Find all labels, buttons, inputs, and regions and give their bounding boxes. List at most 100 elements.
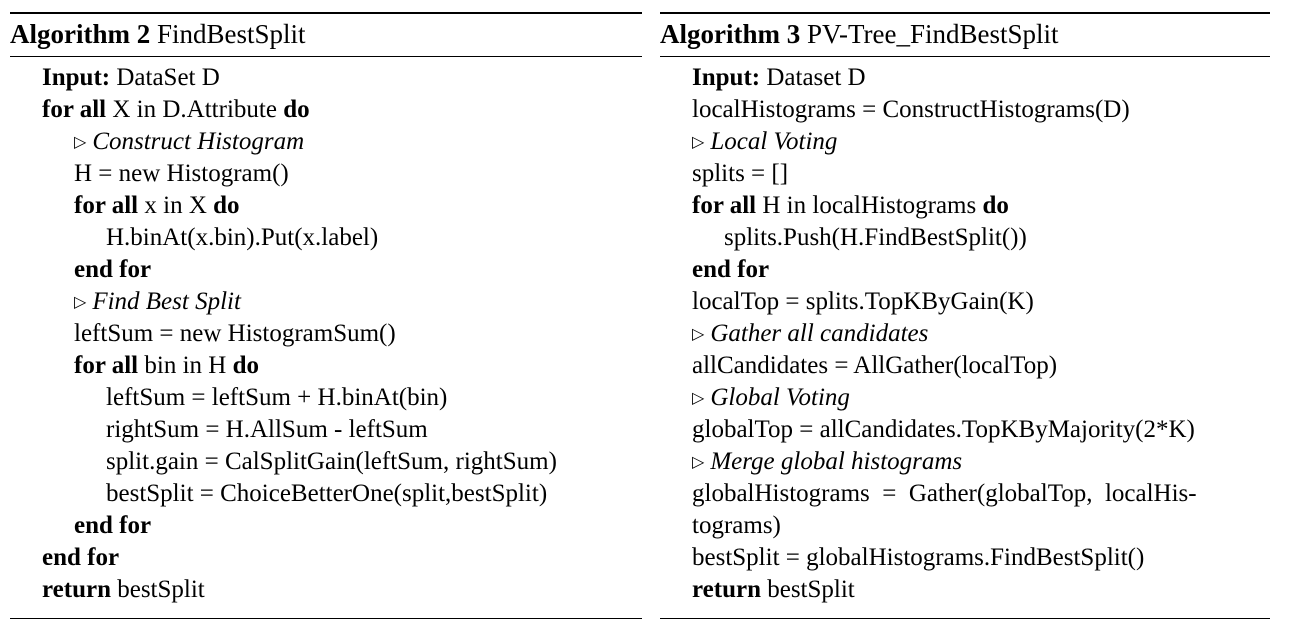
code-text: leftSum = new HistogramSum() [74,320,396,347]
algorithm-comment-line: ▷ Construct Histogram [10,126,642,158]
comment-text: Find Best Split [92,288,241,315]
algorithm-line: return bestSplit [10,574,642,606]
comment-triangle-icon: ▷ [692,326,705,343]
code-text: split.gain = CalSplitGain(leftSum, right… [106,448,557,475]
comment-triangle-icon: ▷ [692,134,705,151]
algorithm-line: Input: DataSet D [10,62,642,94]
comment-triangle-icon: ▷ [74,134,87,151]
code-text: globalTop = allCandidates.TopKByMajority… [692,416,1195,443]
keyword: do [283,96,310,123]
caption-rule [660,56,1270,57]
caption-title: PV-Tree_FindBestSplit [806,19,1059,49]
algorithm-line: localHistograms = ConstructHistograms(D) [660,94,1270,126]
algorithm-line: allCandidates = AllGather(localTop) [660,350,1270,382]
code-text: tograms) [692,512,781,539]
algorithm-line: leftSum = new HistogramSum() [10,318,642,350]
bottom-rule [660,618,1270,619]
comment-triangle-icon: ▷ [74,294,87,311]
code-text: bestSplit = ChoiceBetterOne(split,bestSp… [106,480,548,507]
algorithm-comment-line: ▷ Local Voting [660,126,1270,158]
algorithm-comment-line: ▷ Find Best Split [10,286,642,318]
algorithm-line: split.gain = CalSplitGain(leftSum, right… [10,446,642,478]
keyword: return [692,576,761,603]
algorithm-line: rightSum = H.AllSum - leftSum [10,414,642,446]
keyword: Input: [692,64,761,91]
comment-triangle-icon: ▷ [692,390,705,407]
code-text: splits.Push(H.FindBestSplit()) [724,224,1027,251]
code-text: H = new Histogram() [74,160,289,187]
caption-label: Algorithm 3 [660,19,801,49]
caption-rule [10,56,642,57]
caption-title: FindBestSplit [156,19,306,49]
algorithm-3-box: Algorithm 3 PV-Tree_FindBestSplit Input:… [660,12,1270,619]
code-text: leftSum = leftSum + H.binAt(bin) [106,384,448,411]
algorithm-line: end for [10,542,642,574]
algorithm-line: bestSplit = globalHistograms.FindBestSpl… [660,542,1270,574]
algorithm-caption: Algorithm 2 FindBestSplit [10,14,642,56]
code-text: bestSplit [760,576,855,603]
algorithm-line: globalTop = allCandidates.TopKByMajority… [660,414,1270,446]
keyword: do [213,192,240,219]
keyword: end for [692,256,770,283]
keyword: end for [74,512,152,539]
algorithm-line: leftSum = leftSum + H.binAt(bin) [10,382,642,414]
algorithm-line: end for [10,254,642,286]
comment-text: Merge global histograms [710,448,963,475]
keyword: return [42,576,111,603]
algorithm-line: for all x in X do [10,190,642,222]
algorithm-line: Input: Dataset D [660,62,1270,94]
top-rule [10,12,642,14]
algorithm-line: H = new Histogram() [10,158,642,190]
algorithm-line: splits = [] [660,158,1270,190]
algorithm-line: H.binAt(x.bin).Put(x.label) [10,222,642,254]
algorithm-comment-line: ▷ Gather all candidates [660,318,1270,350]
code-text: DataSet D [110,64,220,91]
algorithm-line: return bestSplit [660,574,1270,606]
code-text: x in X [138,192,214,219]
code-text: bin in H [138,352,233,379]
algorithm-line: end for [660,254,1270,286]
algorithm-line: for all bin in H do [10,350,642,382]
keyword: for all [74,352,139,379]
code-text: bestSplit = globalHistograms.FindBestSpl… [692,544,1145,571]
code-text: H in localHistograms [756,192,983,219]
algorithm-caption: Algorithm 3 PV-Tree_FindBestSplit [660,14,1270,56]
algorithm-line: for all X in D.Attribute do [10,94,642,126]
code-text: localHistograms = ConstructHistograms(D) [692,96,1130,123]
keyword: end for [74,256,152,283]
caption-label: Algorithm 2 [10,19,151,49]
keyword: for all [74,192,139,219]
comment-triangle-icon: ▷ [692,454,705,471]
algorithm-line: globalHistograms = Gather(globalTop, loc… [660,478,1270,510]
keyword: for all [692,192,757,219]
code-text: localTop = splits.TopKByGain(K) [692,288,1034,315]
comment-text: Gather all candidates [710,320,929,347]
algorithm-comment-line: ▷ Merge global histograms [660,446,1270,478]
top-rule [660,12,1270,14]
keyword: end for [42,544,120,571]
code-text: Dataset D [760,64,866,91]
algorithm-line: end for [10,510,642,542]
code-text: rightSum = H.AllSum - leftSum [106,416,428,443]
code-text: globalHistograms = Gather(globalTop, loc… [692,480,1197,507]
algorithm-line: for all H in localHistograms do [660,190,1270,222]
code-text: allCandidates = AllGather(localTop) [692,352,1058,379]
keyword: do [232,352,259,379]
algorithm-line: bestSplit = ChoiceBetterOne(split,bestSp… [10,478,642,510]
code-text: splits = [] [692,160,789,187]
code-text: bestSplit [110,576,205,603]
keyword: do [982,192,1009,219]
algorithm-comment-line: ▷ Global Voting [660,382,1270,414]
comment-text: Construct Histogram [92,128,305,155]
algorithm-2-box: Algorithm 2 FindBestSplit Input: DataSet… [10,12,642,619]
algorithm-line: localTop = splits.TopKByGain(K) [660,286,1270,318]
comment-text: Local Voting [710,128,838,155]
code-text: X in D.Attribute [106,96,284,123]
keyword: for all [42,96,107,123]
bottom-rule [10,618,642,619]
comment-text: Global Voting [710,384,850,411]
algorithm-line: tograms) [660,510,1270,542]
code-text: H.binAt(x.bin).Put(x.label) [106,224,379,251]
